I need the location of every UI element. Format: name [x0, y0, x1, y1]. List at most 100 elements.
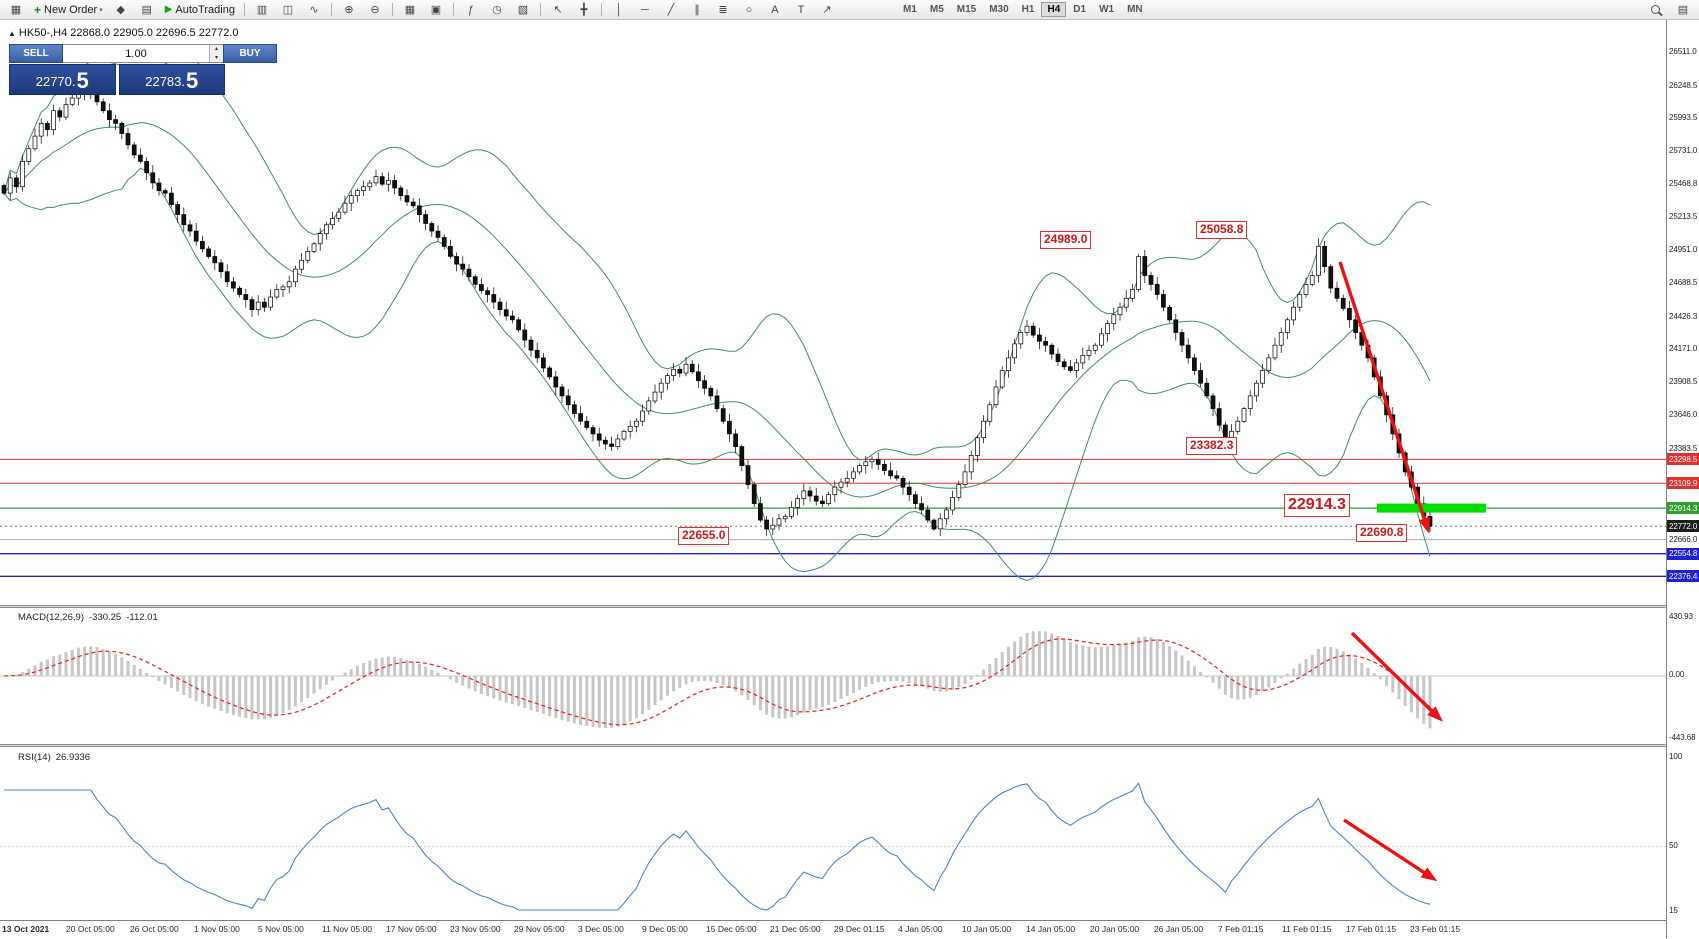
timeframe-mn-button[interactable]: MN	[1127, 4, 1143, 15]
timeframe-h4-button[interactable]: H4	[1041, 2, 1067, 17]
rsi-axis-label: 100	[1669, 752, 1683, 761]
time-axis-label: 26 Oct 05:00	[130, 924, 179, 934]
time-axis-label: 29 Nov 05:00	[514, 924, 565, 934]
sell-price[interactable]: 22770. 5	[9, 64, 116, 95]
symbol-marker-icon: ▲	[8, 29, 16, 38]
time-axis-label: 7 Feb 01:15	[1218, 924, 1264, 934]
macd-value-signal: -112.01	[126, 612, 158, 623]
toolbar-separator	[600, 3, 602, 16]
autotrading-button[interactable]: ▶ AutoTrading	[161, 1, 239, 19]
time-axis-label: 17 Nov 05:00	[386, 924, 437, 934]
time-axis-label: 29 Dec 01:15	[834, 924, 885, 934]
price-tick: 25213.5	[1669, 211, 1698, 221]
time-axis-label: 17 Feb 01:15	[1346, 924, 1397, 934]
price-callout[interactable]: 23382.3	[1186, 437, 1238, 455]
macd-name: MACD(12,26,9)	[18, 612, 84, 623]
ohlc-text: HK50-,H4 22868.0 22905.0 22696.5 22772.0	[18, 27, 239, 39]
time-axis-label: 23 Feb 01:15	[1410, 924, 1461, 934]
time-axis-label: 13 Oct 2021	[2, 924, 50, 934]
price-tick: 26248.5	[1669, 80, 1698, 90]
channel-tool-icon[interactable]: ∥	[694, 4, 700, 16]
buy-price-frac: 5	[186, 68, 199, 93]
candlestick-chart-icon[interactable]: ◫	[282, 4, 294, 16]
rsi-label: RSI(14) 26.9336	[18, 752, 90, 763]
shapes-tool-icon[interactable]: ○	[745, 3, 753, 16]
timeframe-w1-button[interactable]: W1	[1099, 4, 1115, 15]
time-axis-label: 3 Dec 05:00	[578, 924, 624, 934]
templates-icon[interactable]: ▧	[517, 4, 529, 16]
price-axis[interactable]: 26511.0 26248.5 25993.5 25731.0 25468.8 25213…	[1666, 20, 1699, 938]
periods-icon[interactable]: ◷	[492, 4, 502, 16]
price-badge: 22376.4	[1667, 570, 1699, 583]
toolbar-separator	[330, 3, 332, 16]
volume-spinner: ▴ ▾	[209, 45, 223, 62]
time-axis-label: 26 Jan 05:00	[1154, 924, 1204, 934]
price-tick: 24426.3	[1669, 311, 1698, 321]
vertical-line-tool-icon[interactable]: │	[615, 3, 623, 16]
volume-input[interactable]	[63, 45, 209, 62]
price-callout[interactable]: 22655.0	[678, 527, 730, 545]
timeframe-d1-button[interactable]: D1	[1073, 4, 1087, 15]
timeframe-h1-button[interactable]: H1	[1021, 4, 1035, 15]
zoom-out-icon[interactable]: ⊖	[370, 4, 380, 16]
timeframe-m30-button[interactable]: M30	[989, 4, 1009, 15]
arrows-tool-icon[interactable]: ↗	[822, 4, 832, 16]
toolbar-separator	[539, 3, 541, 16]
price-tick: 23908.5	[1669, 377, 1698, 387]
trendline-tool-icon[interactable]: ╱	[667, 4, 675, 16]
buy-price[interactable]: 22783. 5	[118, 64, 225, 95]
price-callout[interactable]: 24989.0	[1040, 231, 1092, 249]
chart-window-icon[interactable]: ▦	[10, 4, 22, 16]
time-axis-label: 9 Dec 05:00	[642, 924, 688, 934]
search-icon[interactable]	[1643, 1, 1667, 19]
sell-price-frac: 5	[76, 68, 89, 93]
time-axis-label: 20 Jan 05:00	[1090, 924, 1140, 934]
crosshair-icon[interactable]: ╋	[580, 4, 588, 16]
panel-separator[interactable]	[0, 605, 1699, 608]
new-order-label: New Order	[44, 3, 98, 16]
time-axis-label: 11 Feb 01:15	[1282, 924, 1332, 934]
price-callout[interactable]: 25058.8	[1196, 221, 1248, 239]
toolbar: ▦ + New Order ▾ ◆ ▤ ▶ AutoTrading ▥ ◫ ∿ …	[0, 0, 1699, 20]
toolbar-separator	[243, 3, 245, 16]
price-tick: 23383.5	[1669, 443, 1698, 453]
price-tick: 22666.0	[1669, 534, 1698, 544]
timeframe-m5-button[interactable]: M5	[929, 4, 944, 15]
line-chart-icon[interactable]: ∿	[309, 4, 319, 16]
bar-chart-icon[interactable]: ▥	[256, 4, 268, 16]
buy-button[interactable]: BUY	[223, 44, 277, 63]
cursor-icon[interactable]: ↖	[553, 4, 563, 16]
grid-icon[interactable]: ▦	[404, 4, 416, 16]
rsi-value: 26.9336	[55, 752, 91, 763]
sell-button[interactable]: SELL	[9, 44, 63, 63]
price-callout[interactable]: 22914.3	[1284, 494, 1350, 517]
objects-list-icon[interactable]: ▤	[1677, 4, 1689, 16]
timeframe-group: M1 M5 M15 M30 H1 H4 D1 W1 MN	[897, 2, 1149, 17]
price-callout[interactable]: 22690.8	[1356, 524, 1408, 542]
horizontal-line-tool-icon[interactable]: ─	[641, 3, 649, 16]
zoom-in-icon[interactable]: ⊕	[344, 4, 354, 16]
time-axis-label: 14 Jan 05:00	[1026, 924, 1076, 934]
panel-separator[interactable]	[0, 744, 1699, 747]
timeframe-m15-button[interactable]: M15	[956, 4, 977, 15]
volume-down-button[interactable]: ▾	[210, 53, 223, 62]
time-axis-label: 1 Nov 05:00	[194, 924, 240, 934]
volume-up-button[interactable]: ▴	[210, 45, 223, 54]
macd-label: MACD(12,26,9) -330.25 -112.01	[18, 612, 158, 623]
rsi-axis-label: 50	[1669, 841, 1678, 850]
price-tick: 26511.0	[1669, 47, 1697, 57]
text-tool-icon[interactable]: A	[771, 3, 779, 16]
indicators-icon[interactable]: ƒ	[467, 3, 475, 16]
market-watch-icon[interactable]: ▤	[141, 4, 152, 16]
time-axis[interactable]: 13 Oct 2021 20 Oct 05:00 26 Oct 05:00 1 Nov…	[0, 920, 1666, 939]
tile-windows-icon[interactable]: ▣	[430, 4, 442, 16]
profiles-icon[interactable]: ◆	[116, 4, 125, 16]
fibonacci-tool-icon[interactable]: ≣	[718, 4, 728, 16]
timeframe-m1-button[interactable]: M1	[902, 4, 917, 15]
macd-axis-label: 0.00	[1669, 670, 1685, 679]
label-tool-icon[interactable]: T	[797, 3, 805, 16]
new-order-button[interactable]: + New Order ▾	[30, 1, 107, 19]
